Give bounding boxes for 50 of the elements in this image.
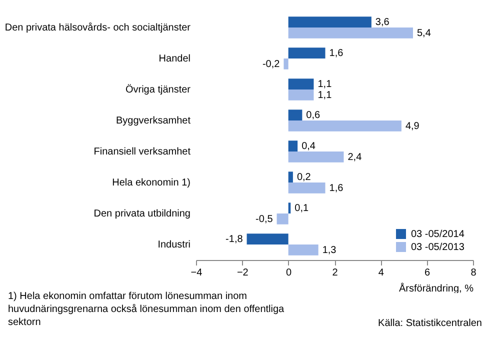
data-label: -1,8	[226, 234, 244, 246]
y-tick-label: Industri	[158, 240, 190, 250]
y-tick-label: Hela ekonomin 1)	[112, 178, 190, 188]
x-tick-label: 6	[424, 268, 431, 278]
bar	[246, 234, 288, 244]
y-tick-label: Övriga tjänster	[125, 84, 192, 96]
data-label: 1,6	[329, 48, 344, 60]
y-tick-label: Den privata utbildning	[94, 208, 190, 220]
text: Källa: Statistikcentralen	[378, 318, 482, 329]
data-label: 0,6	[306, 110, 321, 122]
y-tick-label: Finansiell verksamhet	[94, 146, 191, 158]
bar	[288, 120, 402, 132]
x-tick-label: 4	[378, 268, 384, 278]
data-label: 0,1	[294, 203, 309, 214]
data-label: 1,1	[318, 79, 332, 90]
x-tick-label: −2	[236, 268, 249, 278]
text: 1) Hela ekonomin omfattar förutom lönesumman inom huvudnäringsgrenarna också lönesumman inom den offentliga sektorn	[8, 290, 286, 329]
y-tick-label: Handel	[158, 54, 190, 64]
bar	[284, 58, 288, 70]
y-tick-label: Den privata hälsovårds- och socialtjänster	[4, 22, 192, 34]
data-label: 0,4	[302, 141, 316, 152]
x-tick-label: 2	[332, 268, 338, 278]
data-label: 4,9	[405, 120, 420, 132]
bar	[288, 140, 298, 152]
data-label: 1,1	[318, 90, 332, 101]
bar	[288, 90, 314, 100]
data-label: 1,6	[329, 182, 344, 194]
x-tick-label: 0	[286, 268, 292, 278]
bar	[276, 214, 288, 224]
data-label: 2,4	[348, 152, 362, 163]
bar	[288, 182, 326, 194]
y-tick-label: Byggverksamhet	[116, 116, 191, 126]
bar	[288, 244, 318, 256]
bar	[288, 16, 372, 28]
bar	[288, 172, 293, 182]
data-label: 5,4	[416, 28, 432, 39]
bar	[288, 28, 413, 38]
x-tick-label: 8	[470, 268, 477, 278]
data-label: 0,2	[296, 172, 312, 184]
bar	[288, 110, 302, 120]
bar	[288, 48, 326, 58]
data-label: -0,5	[256, 214, 274, 225]
bar	[288, 78, 314, 90]
data-label: -0,2	[262, 58, 280, 70]
bar	[288, 152, 344, 162]
data-label: 1,3	[322, 244, 337, 256]
x-tick-label: −4	[190, 268, 203, 278]
legend-label: 03 -05/2013	[411, 242, 465, 253]
data-label: 3,6	[375, 17, 390, 28]
legend-label: 03 -05/2014	[411, 229, 465, 240]
